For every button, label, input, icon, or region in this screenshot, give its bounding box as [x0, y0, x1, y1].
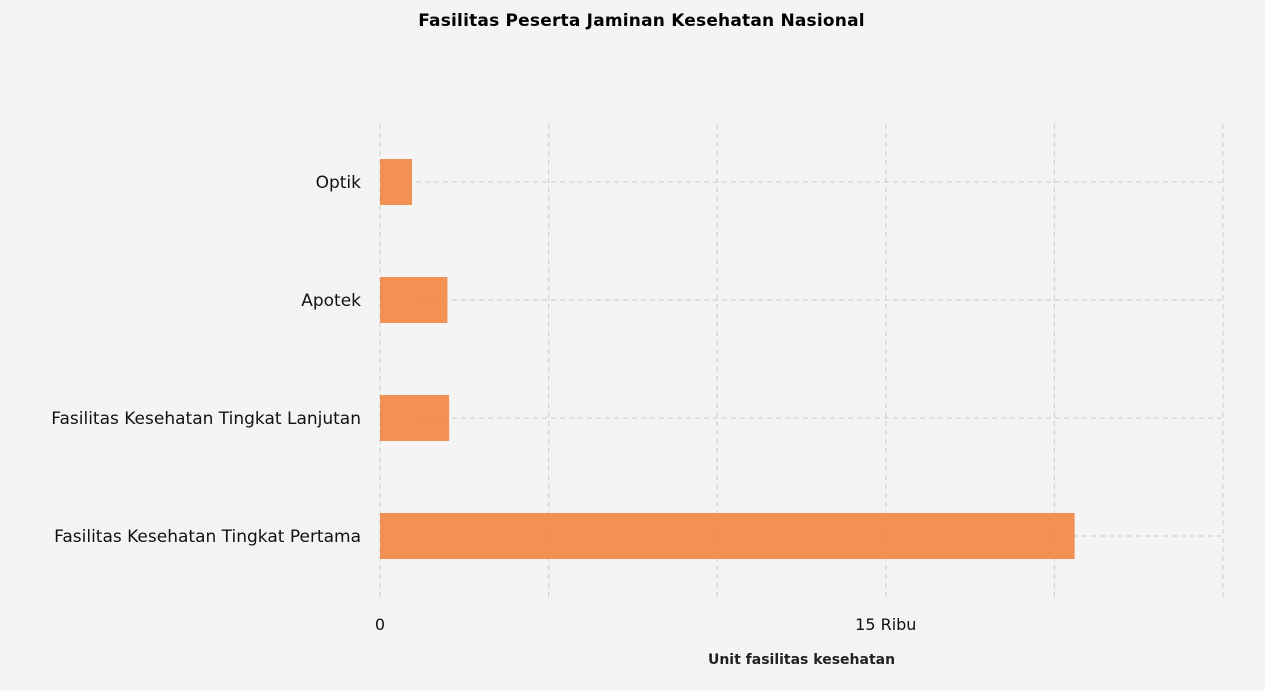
bars: [380, 159, 1075, 559]
bar[interactable]: [380, 513, 1075, 559]
x-tick-label: 0: [375, 615, 385, 634]
category-label: Apotek: [301, 291, 361, 311]
bar[interactable]: [380, 395, 450, 441]
chart-title: Fasilitas Peserta Jaminan Kesehatan Nasi…: [418, 11, 865, 31]
bar[interactable]: [380, 277, 448, 323]
category-label: Fasilitas Kesehatan Tingkat Lanjutan: [51, 409, 361, 429]
category-label: Fasilitas Kesehatan Tingkat Pertama: [54, 527, 361, 547]
grid-lines: [379, 124, 1224, 597]
category-label: Optik: [316, 173, 362, 193]
x-axis-label: Unit fasilitas kesehatan: [707, 652, 896, 668]
x-tick-label: 15 Ribu: [855, 615, 916, 634]
category-labels: Optik Apotek Fasilitas Kesehatan Tingkat L…: [51, 173, 361, 547]
bar[interactable]: [380, 159, 413, 205]
x-tick-labels: 0 15 Ribu: [375, 615, 917, 634]
